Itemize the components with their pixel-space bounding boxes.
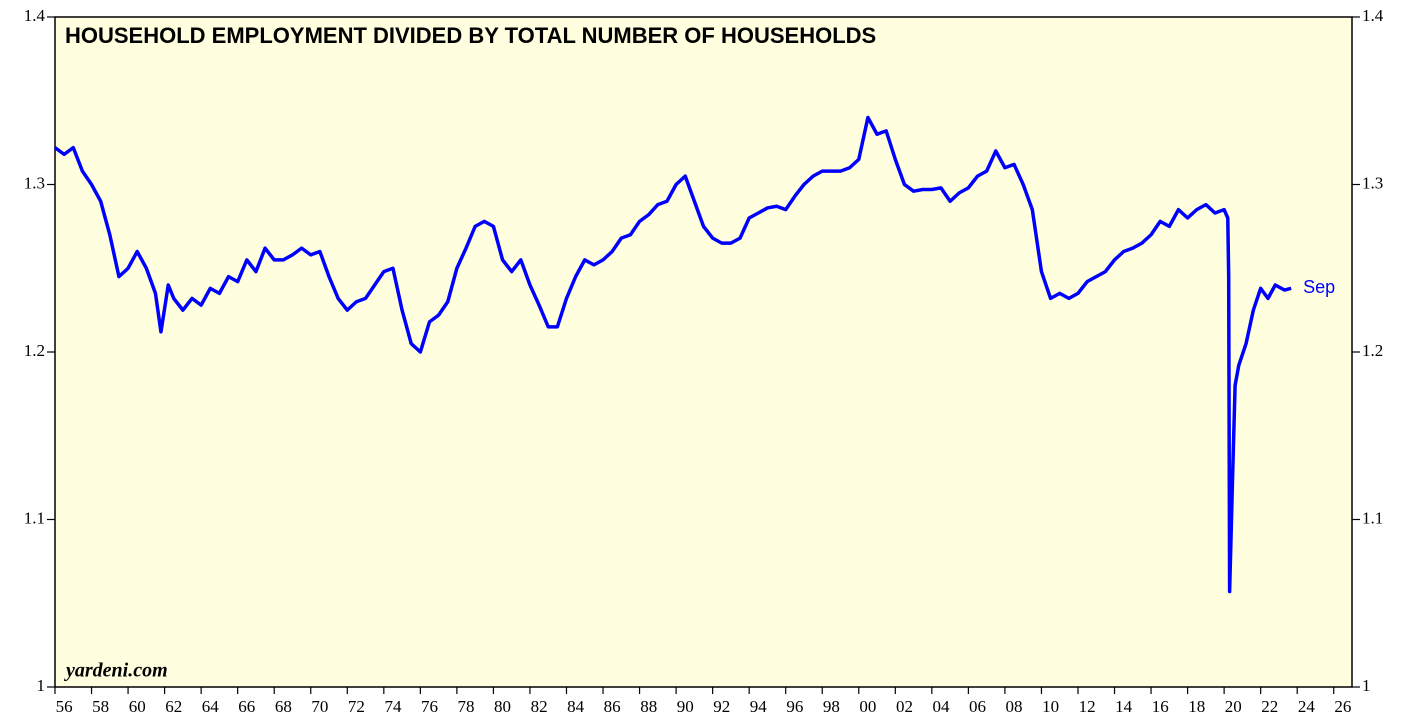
y-tick-label: 1.2 — [24, 341, 45, 360]
x-tick-label: 84 — [567, 697, 585, 716]
x-tick-label: 72 — [348, 697, 365, 716]
y2-tick-label: 1.4 — [1362, 6, 1384, 25]
y-tick-label: 1.4 — [24, 6, 46, 25]
x-tick-label: 66 — [238, 697, 255, 716]
x-tick-label: 18 — [1188, 697, 1205, 716]
x-tick-label: 70 — [311, 697, 328, 716]
x-tick-label: 96 — [786, 697, 803, 716]
y-tick-label: 1.1 — [24, 508, 45, 527]
x-tick-label: 86 — [604, 697, 621, 716]
x-tick-label: 82 — [531, 697, 548, 716]
x-tick-label: 68 — [275, 697, 292, 716]
x-tick-label: 20 — [1225, 697, 1242, 716]
x-tick-label: 74 — [384, 697, 402, 716]
y-tick-label: 1.3 — [24, 173, 45, 192]
x-tick-label: 88 — [640, 697, 657, 716]
x-tick-label: 22 — [1261, 697, 1278, 716]
x-tick-label: 24 — [1298, 697, 1316, 716]
x-tick-label: 26 — [1334, 697, 1351, 716]
plot-area — [54, 16, 1353, 688]
end-label: Sep — [1303, 277, 1335, 297]
x-tick-label: 56 — [56, 697, 73, 716]
x-tick-label: 80 — [494, 697, 511, 716]
x-tick-label: 90 — [677, 697, 694, 716]
y2-tick-label: 1.2 — [1362, 341, 1383, 360]
x-tick-label: 08 — [1006, 697, 1023, 716]
x-tick-label: 94 — [750, 697, 768, 716]
x-tick-label: 04 — [932, 697, 950, 716]
x-tick-label: 62 — [165, 697, 182, 716]
y2-tick-label: 1.3 — [1362, 173, 1383, 192]
chart-title: HOUSEHOLD EMPLOYMENT DIVIDED BY TOTAL NU… — [65, 23, 876, 48]
x-tick-label: 16 — [1152, 697, 1169, 716]
data-line — [53, 115, 1292, 594]
x-tick-label: 02 — [896, 697, 913, 716]
x-tick-label: 60 — [129, 697, 146, 716]
x-tick-label: 76 — [421, 697, 438, 716]
x-tick-label: 58 — [92, 697, 109, 716]
y-tick-label: 1 — [37, 676, 46, 695]
source-note: yardeni.com — [64, 660, 168, 682]
y2-tick-label: 1.1 — [1362, 508, 1383, 527]
x-tick-label: 06 — [969, 697, 986, 716]
x-tick-label: 12 — [1079, 697, 1096, 716]
x-tick-label: 92 — [713, 697, 730, 716]
x-tick-label: 78 — [458, 697, 475, 716]
x-tick-label: 10 — [1042, 697, 1059, 716]
x-tick-label: 00 — [859, 697, 876, 716]
y2-tick-label: 1 — [1362, 676, 1371, 695]
x-tick-label: 98 — [823, 697, 840, 716]
x-tick-label: 14 — [1115, 697, 1133, 716]
x-tick-label: 64 — [202, 697, 220, 716]
